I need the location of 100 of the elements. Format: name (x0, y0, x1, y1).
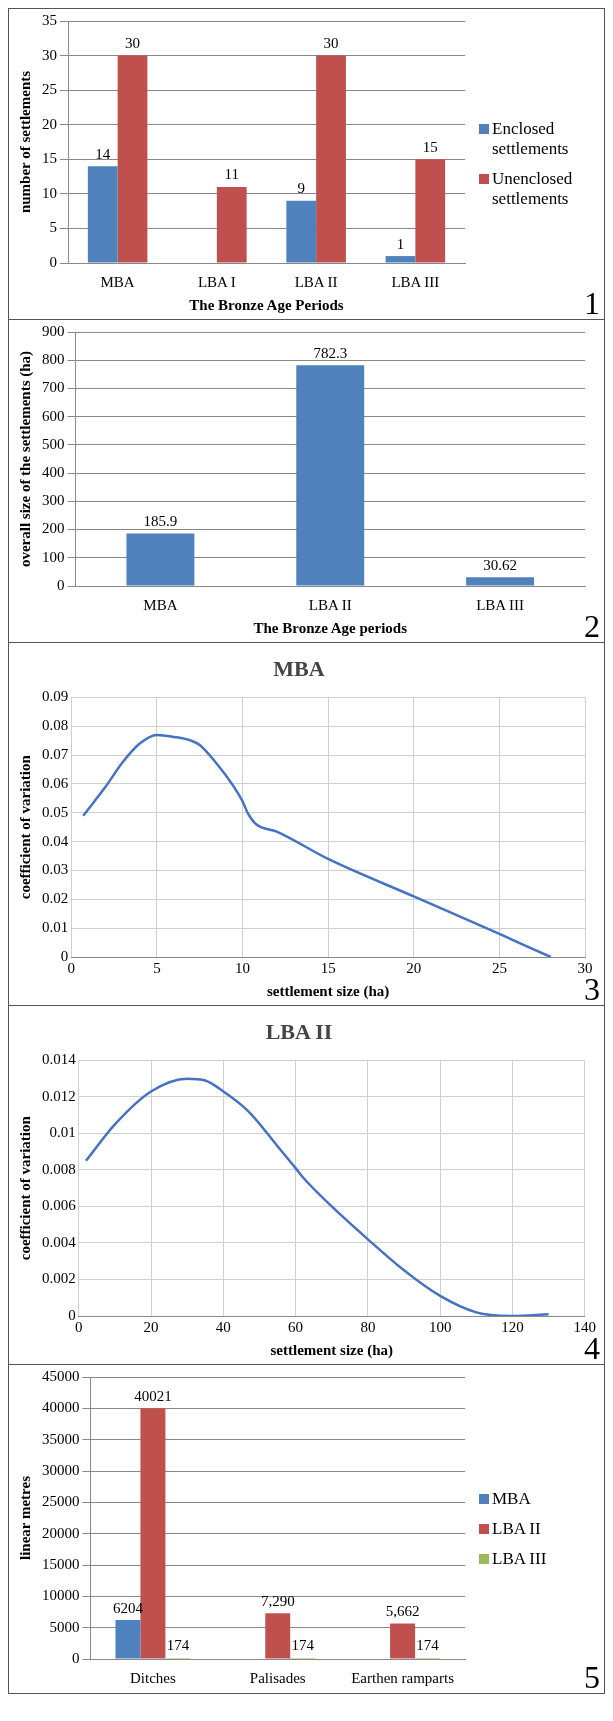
y-tick-label: 25 (42, 81, 57, 98)
y-tick-label: 0.07 (42, 746, 69, 763)
legend-label: LBA III (492, 1549, 547, 1569)
y-tick-label: 10000 (42, 1587, 80, 1604)
y-tick-label: 15 (42, 150, 57, 167)
bar (296, 365, 365, 586)
y-tick-label: 0.06 (42, 774, 69, 791)
data-label: 30.62 (483, 556, 517, 573)
data-label: 1 (396, 235, 405, 252)
x-tick-label: LBA II (294, 273, 338, 290)
x-tick-label: LBA III (391, 273, 440, 290)
y-tick-label: 0 (72, 1649, 80, 1666)
x-tick-label: Palisades (249, 1669, 306, 1686)
data-label: 7,290 (260, 1592, 295, 1609)
y-tick-label: 0.012 (42, 1087, 76, 1104)
data-label: 5,662 (385, 1602, 420, 1619)
y-tick-label: 200 (42, 520, 65, 537)
legend-label: LBA II (492, 1519, 541, 1539)
data-label: 14 (95, 145, 111, 162)
x-tick-label: 10 (235, 959, 250, 976)
bar (390, 1623, 416, 1659)
bar (117, 55, 148, 263)
x-tick-label: 140 (573, 1318, 596, 1335)
x-tick-label: 120 (501, 1318, 524, 1335)
legend-label: Enclosed settlements (492, 119, 570, 159)
x-tick-label: LBA I (197, 273, 236, 290)
bar (216, 186, 247, 263)
y-tick-label: 700 (42, 379, 65, 396)
y-tick-label: 30000 (42, 1461, 80, 1478)
x-tick-label: 100 (428, 1318, 452, 1335)
y-tick-label: 300 (42, 492, 65, 509)
x-axis-title: settlement size (ha) (266, 982, 390, 1000)
y-tick-label: 0 (68, 1306, 76, 1323)
x-tick-label: 20 (406, 959, 422, 976)
legend-label: Unenclosed settlements (492, 169, 574, 209)
data-label: 11 (224, 166, 239, 183)
bar (115, 1620, 141, 1659)
y-tick-label: 0.08 (42, 717, 69, 734)
x-tick-label: 25 (491, 959, 507, 976)
y-tick-label: 0 (49, 253, 57, 270)
x-tick-label: 80 (360, 1318, 376, 1335)
y-tick-label: 500 (42, 435, 65, 452)
y-tick-label: 0.008 (42, 1160, 76, 1177)
y-tick-label: 25000 (42, 1493, 80, 1510)
y-axis-title: coefficient of variation (16, 754, 33, 900)
y-tick-label: 35000 (42, 1430, 80, 1447)
y-tick-label: 40000 (42, 1399, 80, 1416)
x-tick-label: 20 (143, 1318, 159, 1335)
legend-label: MBA (492, 1489, 531, 1509)
x-tick-label: Ditches (130, 1669, 176, 1686)
bar (126, 533, 195, 586)
x-tick-label: 30 (577, 959, 593, 976)
x-tick-label: 15 (320, 959, 336, 976)
y-tick-label: 30 (42, 46, 57, 63)
y-tick-label: 100 (42, 548, 65, 565)
x-tick-label: 40 (215, 1318, 231, 1335)
data-label: 30 (125, 35, 141, 52)
y-tick-label: 20000 (42, 1524, 80, 1541)
y-tick-label: 0.09 (42, 688, 69, 705)
y-tick-label: 0.02 (42, 890, 69, 907)
y-tick-label: 900 (42, 322, 65, 339)
x-tick-label: Earthen ramparts (351, 1669, 455, 1686)
bar (87, 166, 118, 263)
y-tick-label: 0.01 (42, 919, 69, 936)
data-label: 174 (166, 1637, 190, 1654)
y-tick-label: 0.006 (42, 1197, 77, 1214)
data-label: 9 (297, 180, 305, 197)
y-tick-label: 45000 (42, 1367, 80, 1384)
bar (415, 159, 446, 263)
x-axis-title: The Bronze Age Periods (189, 296, 344, 313)
chart-title: LBA II (265, 1018, 333, 1044)
bar (466, 577, 535, 586)
y-tick-label: 0 (57, 576, 65, 593)
chart-title: MBA (273, 655, 325, 681)
y-tick-label: 400 (42, 464, 65, 481)
x-tick-label: 60 (288, 1318, 304, 1335)
y-tick-label: 10 (42, 184, 57, 201)
data-label: 174 (416, 1637, 440, 1654)
y-tick-label: 0.01 (49, 1124, 76, 1141)
text: 2 (584, 608, 600, 644)
text: 1 (584, 285, 600, 321)
y-axis-title: number of settlements (16, 70, 33, 214)
data-label: 40021 (134, 1387, 172, 1404)
x-tick-label: LBA III (476, 596, 525, 613)
y-tick-label: 0.05 (42, 803, 69, 820)
y-tick-label: 0.014 (42, 1051, 77, 1068)
y-tick-label: 0.004 (42, 1233, 77, 1250)
x-tick-label: MBA (100, 273, 135, 290)
y-axis-title: coefficient of variation (16, 1115, 33, 1261)
y-tick-label: 5 (49, 219, 57, 236)
y-tick-label: 800 (42, 351, 65, 368)
y-tick-label: 15000 (42, 1555, 80, 1572)
line-series (81, 733, 552, 957)
y-tick-label: 20 (42, 115, 57, 132)
x-axis-title: The Bronze Age periods (253, 619, 408, 636)
data-label: 782.3 (313, 344, 348, 361)
data-label: 15 (422, 138, 438, 155)
y-axis-title: overall size of the settlements (ha) (16, 350, 34, 568)
x-tick-label: LBA II (308, 596, 352, 613)
data-label: 30 (323, 35, 339, 52)
